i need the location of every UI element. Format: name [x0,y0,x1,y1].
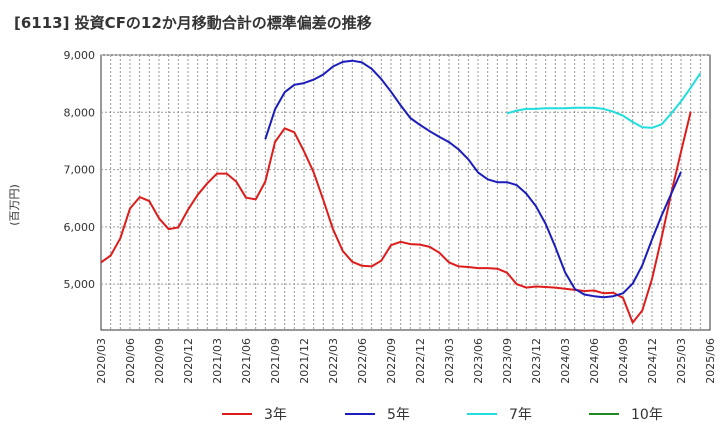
x-tick-label: 2023/12 [530,338,543,384]
y-tick-label: 8,000 [64,106,96,119]
x-tick-label: 2021/03 [211,338,224,384]
legend-label: 7年 [509,407,532,423]
series-line-1 [264,59,682,299]
x-tick-label: 2024/09 [617,338,630,384]
legend-label: 3年 [264,407,287,423]
y-tick-label: 7,000 [64,164,96,177]
x-tick-label: 2021/09 [269,338,282,384]
chart-title: [6113] 投資CFの12か月移動合計の標準偏差の推移 [14,14,372,32]
y-tick-label: 5,000 [64,278,96,291]
gridlines [101,54,710,330]
x-tick-label: 2020/12 [182,338,195,384]
x-tick-label: 2022/12 [414,338,427,384]
x-tick-label: 2025/03 [675,338,688,384]
x-tick-label: 2021/12 [298,338,311,384]
x-axis: 2020/03 2020/06 2020/09 2020/12 2021/03 2021/… [95,338,717,384]
x-tick-label: 2020/09 [153,338,166,384]
series-lines [100,59,702,324]
x-tick-label: 2023/06 [472,338,485,384]
plot-area [100,54,711,331]
y-axis: 5,000 6,000 7,000 8,000 9,000 [64,49,96,291]
x-tick-label: 2020/03 [95,338,108,384]
x-tick-label: 2022/09 [385,338,398,384]
x-tick-label: 2021/06 [240,338,253,384]
x-tick-label: 2025/06 [704,338,717,384]
x-tick-label: 2022/06 [356,338,369,384]
x-tick-label: 2020/06 [124,338,137,384]
x-tick-label: 2024/06 [588,338,601,384]
series-line-0 [100,111,692,324]
x-tick-label: 2022/03 [327,338,340,384]
legend-label: 10年 [631,407,663,423]
x-tick-label: 2023/09 [501,338,514,384]
y-tick-label: 9,000 [64,49,96,62]
x-tick-label: 2024/03 [559,338,572,384]
y-axis-label: (百万円) [8,184,21,226]
x-tick-label: 2024/12 [646,338,659,384]
y-tick-label: 6,000 [64,221,96,234]
series-line-2 [506,72,702,129]
legend: 3年 5年 7年 10年 [222,407,663,423]
x-tick-label: 2023/03 [443,338,456,384]
legend-label: 5年 [387,407,410,423]
